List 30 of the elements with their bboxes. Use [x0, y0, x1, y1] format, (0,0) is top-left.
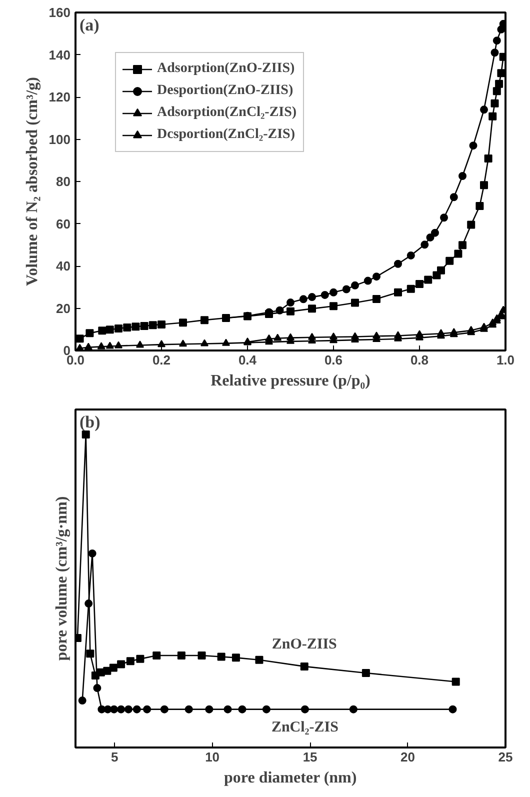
y-tick-label: 60	[56, 216, 71, 232]
y-tick-label: 140	[48, 47, 71, 62]
x-tick-label: 1.0	[496, 352, 515, 368]
x-tick-label: 20	[400, 750, 416, 764]
x-axis-title: pore diameter (nm)	[224, 770, 357, 786]
y-tick-label: 100	[48, 132, 71, 147]
x-axis-title: Relative pressure (p/p₀)	[210, 372, 370, 390]
x-tick-label: 0.2	[152, 352, 171, 368]
x-tick-label: 0.6	[324, 352, 343, 368]
x-tick-label: 10	[205, 750, 220, 764]
y-tick-label: 80	[56, 174, 71, 189]
y-tick-label: 20	[56, 300, 71, 316]
x-tick-label: 15	[302, 750, 318, 764]
annotation: (a)	[80, 16, 100, 34]
legend-label: Adsorption(ZnO-ZIIS)	[157, 61, 295, 77]
x-tick-label: 0.8	[410, 352, 429, 368]
x-tick-label: 5	[110, 750, 118, 764]
x-tick-label: 25	[498, 750, 513, 764]
legend-label: Desportion(ZnO-ZIIS)	[157, 83, 294, 99]
series-label: ZnO-ZIIS	[272, 636, 337, 652]
y-axis-title: Volume of N₂ absorbed (cm³/g)	[24, 76, 41, 286]
series-label: ZnCl₂-ZIS	[271, 719, 338, 736]
y-axis-title: pore volume (cm³/g·nm)	[54, 496, 70, 661]
x-tick-label: 0.4	[238, 352, 258, 368]
y-tick-label: 160	[48, 5, 71, 20]
legend-label: Adsorption(ZnCl₂-ZIS)	[157, 105, 297, 121]
y-tick-label: 40	[56, 258, 71, 274]
y-tick-label: 120	[48, 90, 71, 104]
legend-label: Dcsportion(ZnCl₂-ZIS)	[157, 127, 295, 143]
text: (b)	[80, 412, 100, 432]
